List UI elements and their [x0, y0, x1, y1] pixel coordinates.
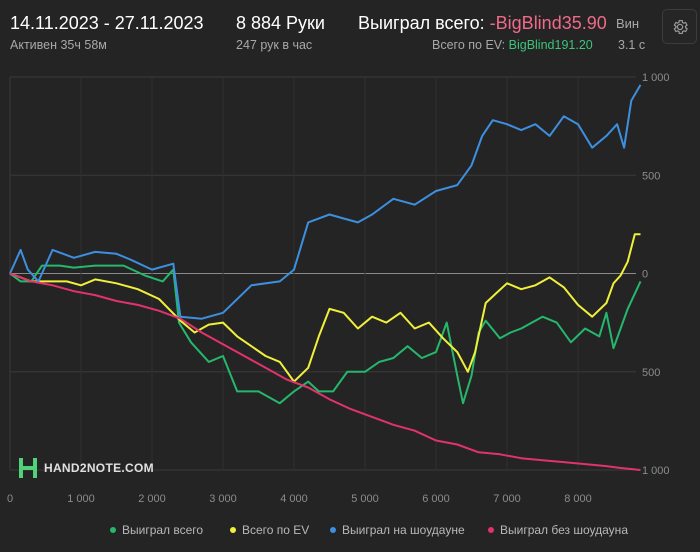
x-tick-label: 3 000 [209, 493, 237, 505]
won-total: Выиграл всего: -BigBlind35.90 [358, 13, 607, 34]
active-time: Активен 35ч 58м [10, 38, 107, 52]
series-line-showdown [9, 84, 642, 320]
legend-dot [488, 527, 494, 533]
ev-total-label: Всего по EV: [432, 38, 506, 52]
won-total-value: -BigBlind35.90 [489, 13, 607, 33]
hand2note-logo: HAND2NOTE.COM [18, 457, 154, 479]
settings-button[interactable] [662, 9, 697, 44]
legend-label: Выиграл без шоудауна [500, 523, 628, 537]
legend-label: Выиграл всего [122, 523, 204, 537]
ev-total-value: BigBlind191.20 [508, 38, 593, 52]
legend-item-non-showdown[interactable]: Выиграл без шоудауна [488, 523, 628, 537]
legend-dot [230, 527, 236, 533]
x-tick-label: 2 000 [138, 493, 166, 505]
hand2note-logo-icon [19, 458, 37, 478]
x-tick-label: 5 000 [351, 493, 379, 505]
series-line-non-showdown [9, 272, 641, 471]
x-tick-label: 7 000 [493, 493, 521, 505]
legend-label: Выиграл на шоудауне [342, 523, 465, 537]
x-tick-label: 8 000 [564, 493, 592, 505]
cut-off-stat-value: 3.1 с [618, 38, 646, 52]
hands-count: 8 884 Руки [236, 13, 325, 33]
legend-item-won-total[interactable]: Выиграл всего [110, 523, 203, 537]
ev-total: Всего по EV: BigBlind191.20 [432, 38, 593, 52]
series-line-ev [9, 233, 641, 383]
x-tick-label: 0 [7, 493, 13, 505]
legend-item-ev[interactable]: Всего по EV [230, 523, 309, 537]
series-line-won-total [9, 264, 642, 405]
gear-icon [673, 19, 688, 34]
x-tick-label: 1 000 [67, 493, 95, 505]
y-tick-label: 0 [642, 269, 648, 281]
y-tick-label: 500 [642, 367, 660, 379]
legend-label: Всего по EV [242, 523, 310, 537]
legend-dot [330, 527, 336, 533]
hands-rate: 247 рук в час [236, 38, 313, 52]
x-tick-label: 4 000 [280, 493, 308, 505]
y-tick-label: 500 [642, 170, 660, 182]
y-tick-label: 1 000 [642, 465, 670, 477]
date-range: 14.11.2023 - 27.11.2023 [10, 13, 204, 33]
cut-off-stat-label: Вин [616, 16, 640, 31]
legend-item-showdown[interactable]: Выиграл на шоудауне [330, 523, 465, 537]
won-total-label: Выиграл всего: [358, 13, 485, 33]
logo-text: HAND2NOTE.COM [44, 461, 154, 475]
x-tick-label: 6 000 [422, 493, 450, 505]
y-tick-label: 1 000 [642, 72, 670, 84]
legend-dot [110, 527, 116, 533]
